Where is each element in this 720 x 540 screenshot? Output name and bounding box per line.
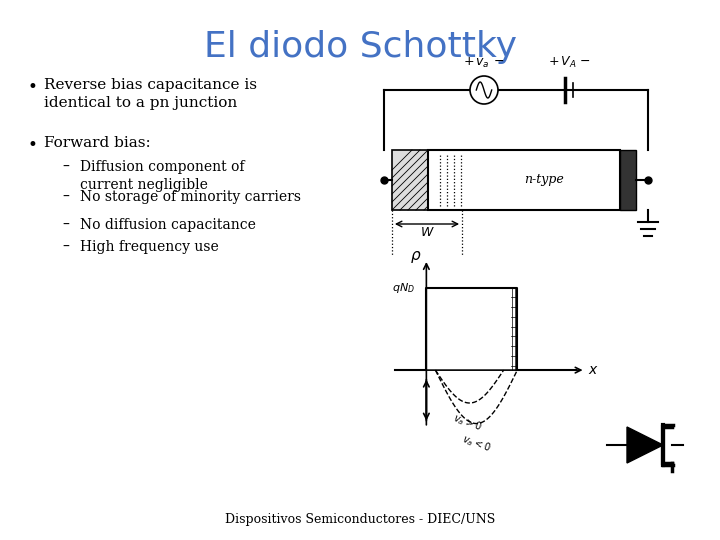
Text: $x$: $x$ — [588, 363, 599, 377]
Text: –: – — [62, 160, 69, 174]
Text: $W$: $W$ — [420, 226, 434, 239]
Bar — [392, 150, 428, 210]
Text: Diffusion component of
current negligible: Diffusion component of current negligibl… — [80, 160, 245, 192]
Circle shape — [470, 76, 498, 104]
Polygon shape — [627, 427, 663, 463]
Text: –: – — [62, 240, 69, 254]
Text: –: – — [62, 190, 69, 204]
Text: $+\,v_a\,-$: $+\,v_a\,-$ — [464, 56, 505, 70]
Text: $qN_D$: $qN_D$ — [392, 281, 415, 295]
Text: High frequency use: High frequency use — [80, 240, 219, 254]
Text: No storage of minority carriers: No storage of minority carriers — [80, 190, 301, 204]
Bar — [620, 150, 636, 210]
Text: –: – — [62, 218, 69, 232]
Text: •: • — [28, 136, 38, 154]
Text: $v_a<0$: $v_a<0$ — [460, 432, 492, 455]
Text: •: • — [28, 78, 38, 96]
Text: $+\,V_A\,-$: $+\,V_A\,-$ — [547, 55, 590, 70]
Text: El diodo Schottky: El diodo Schottky — [204, 30, 516, 64]
Text: No diffusion capacitance: No diffusion capacitance — [80, 218, 256, 232]
Text: $\rho$: $\rho$ — [410, 248, 422, 265]
Text: Reverse bias capacitance is
identical to a pn junction: Reverse bias capacitance is identical to… — [44, 78, 257, 110]
Text: $v_a>0$: $v_a>0$ — [451, 411, 484, 434]
Bar — [428, 150, 620, 210]
Text: n-type: n-type — [524, 173, 564, 186]
Text: Forward bias:: Forward bias: — [44, 136, 150, 150]
Text: Dispositivos Semiconductores - DIEC/UNS: Dispositivos Semiconductores - DIEC/UNS — [225, 513, 495, 526]
